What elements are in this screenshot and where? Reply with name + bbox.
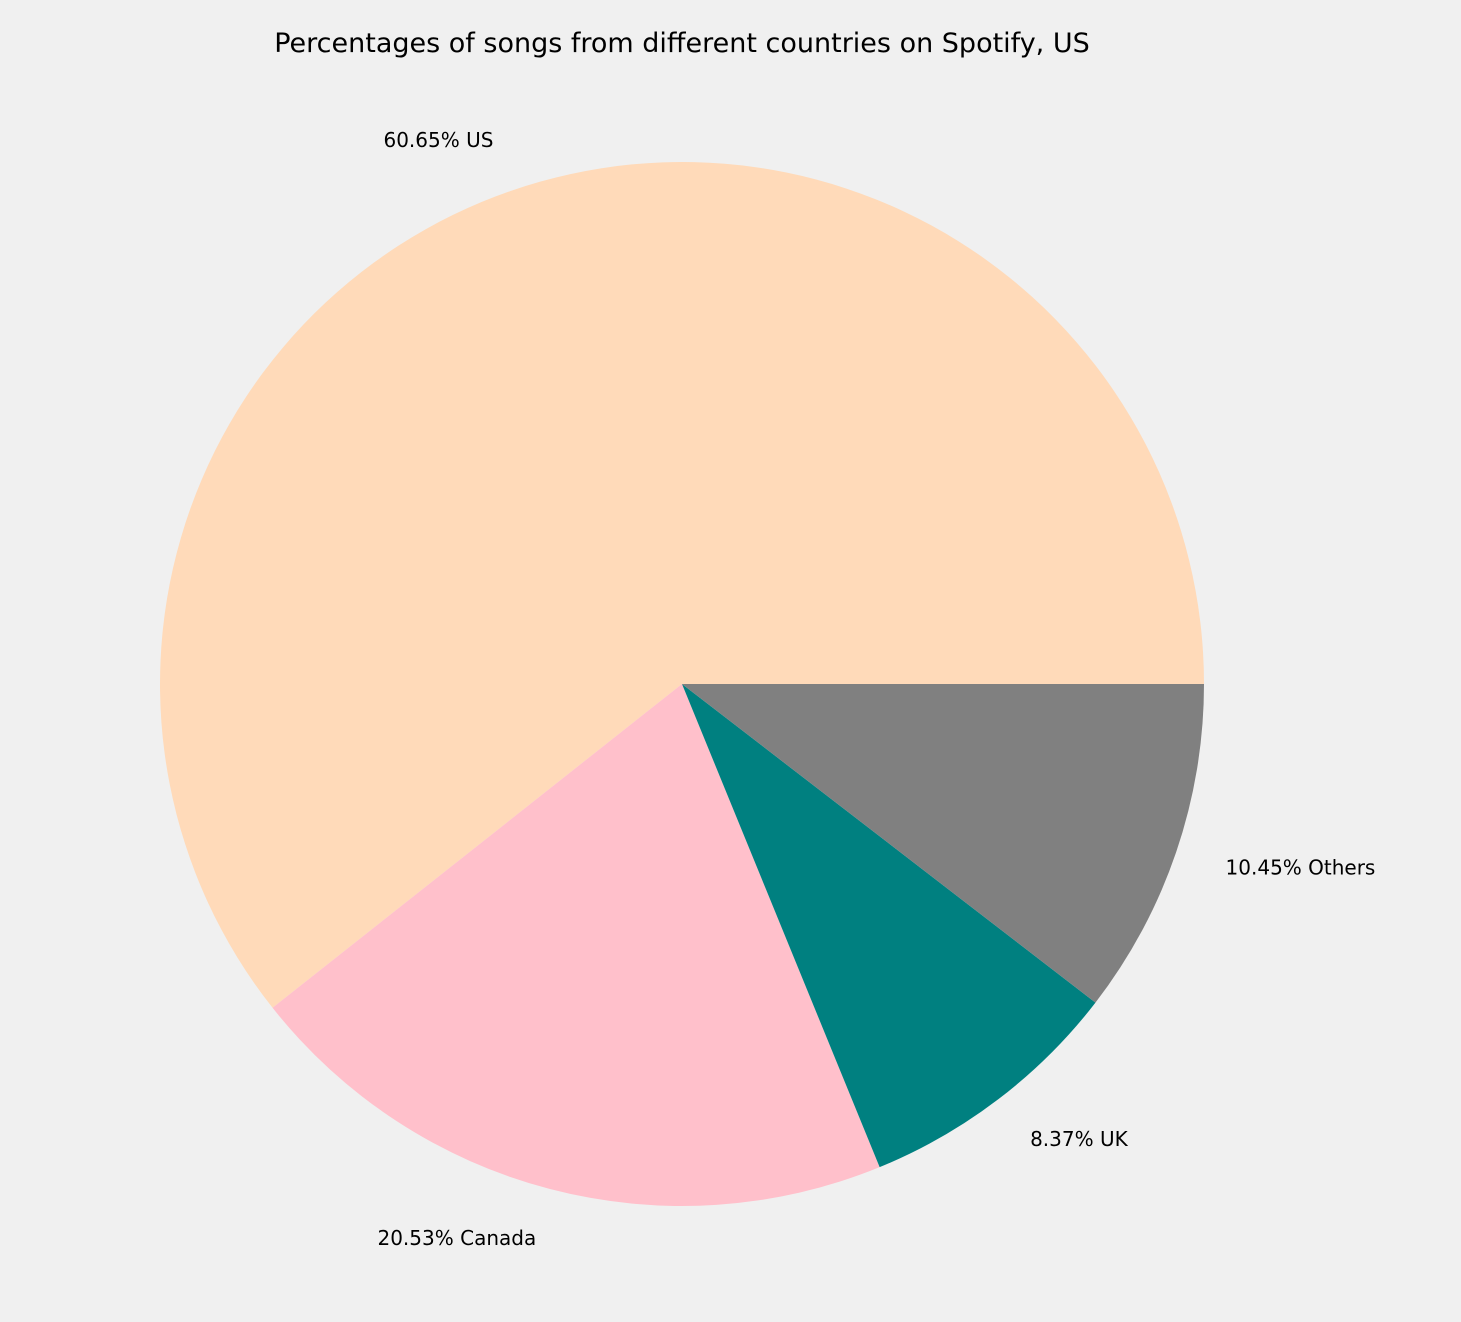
pie-slice-others	[682, 684, 1204, 1003]
pie-labels: 60.65% US 20.53% Canada 8.37% UK 10.45% Oth…	[377, 128, 1375, 1250]
pie-label-uk: 8.37% UK	[1030, 1127, 1129, 1151]
pie-slices	[159, 161, 1204, 1206]
pie-label-canada: 20.53% Canada	[377, 1226, 536, 1250]
pie-label-others: 10.45% Others	[1226, 856, 1376, 880]
pie-label-us: 60.65% US	[383, 128, 493, 152]
pie-slice-us	[159, 161, 1204, 1008]
chart-title: Percentages of songs from different coun…	[274, 28, 1090, 59]
pie-slice-uk	[682, 684, 1096, 1168]
pie-slice-canada	[272, 684, 880, 1206]
